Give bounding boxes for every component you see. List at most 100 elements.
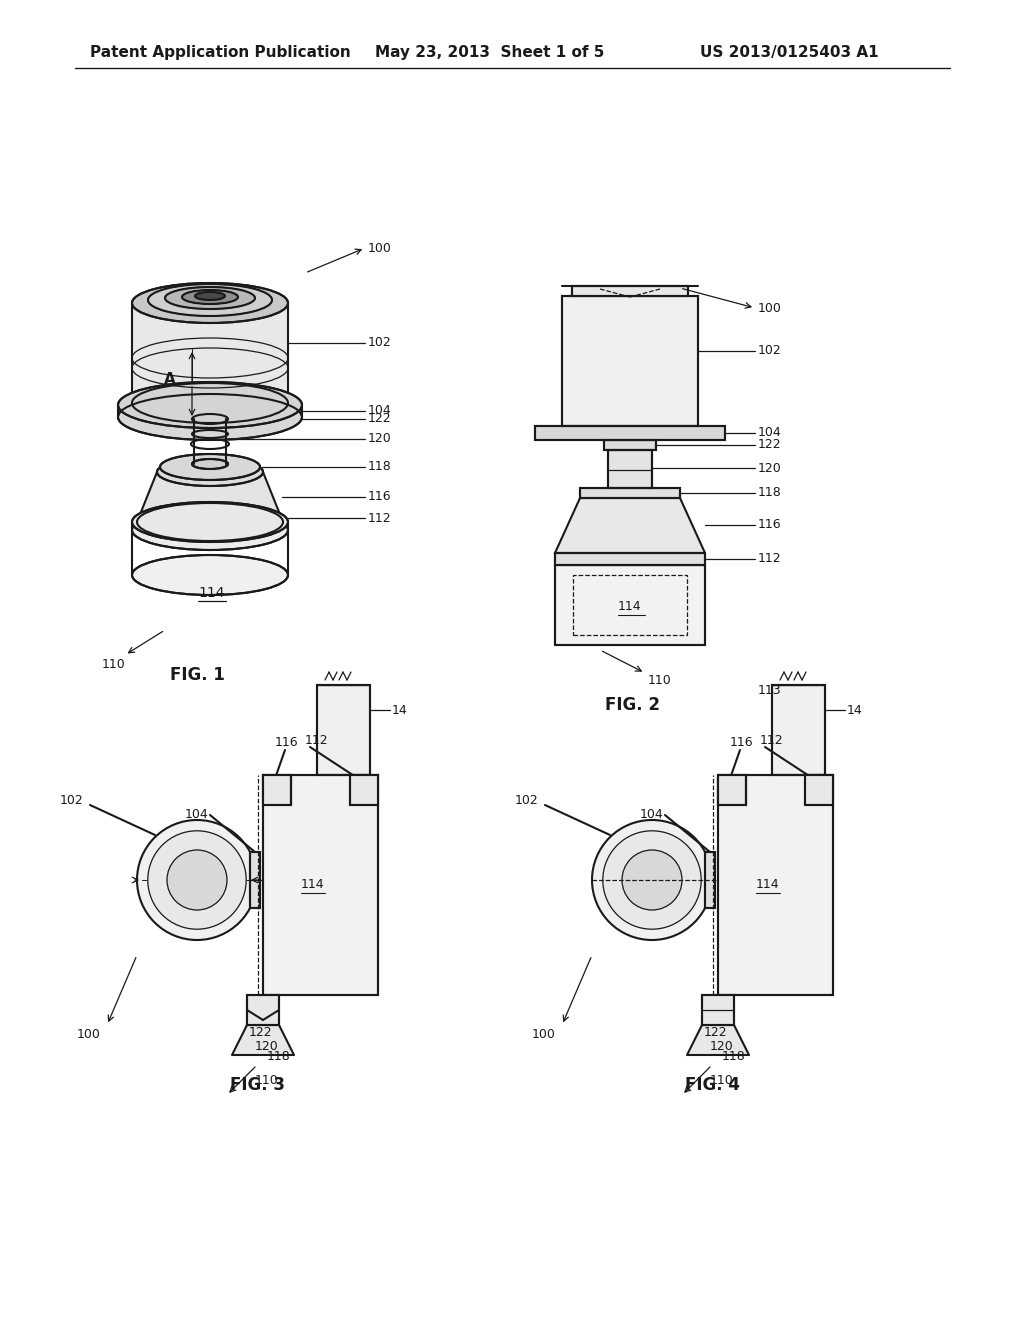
- Bar: [263, 775, 291, 805]
- Text: 112: 112: [305, 734, 329, 747]
- Bar: [608, 450, 652, 488]
- Bar: [350, 775, 378, 805]
- Bar: [263, 775, 291, 805]
- Bar: [772, 685, 825, 775]
- Ellipse shape: [132, 510, 288, 550]
- Bar: [718, 775, 746, 805]
- Bar: [535, 426, 725, 440]
- Circle shape: [137, 820, 257, 940]
- Text: 104: 104: [758, 426, 781, 440]
- Circle shape: [167, 850, 227, 909]
- Bar: [718, 775, 833, 995]
- Bar: [580, 488, 680, 498]
- Bar: [535, 426, 725, 440]
- Bar: [555, 565, 705, 645]
- Ellipse shape: [157, 458, 263, 486]
- Ellipse shape: [160, 454, 260, 480]
- Bar: [580, 488, 680, 498]
- Bar: [705, 851, 715, 908]
- Bar: [317, 685, 370, 775]
- Bar: [718, 775, 746, 805]
- Bar: [572, 286, 688, 296]
- Circle shape: [603, 830, 701, 929]
- Bar: [317, 685, 370, 775]
- Bar: [263, 775, 378, 995]
- Text: 122: 122: [758, 438, 781, 451]
- Text: 116: 116: [758, 519, 781, 532]
- Text: 120: 120: [710, 1040, 734, 1053]
- Bar: [555, 553, 705, 565]
- Text: 104: 104: [185, 808, 209, 821]
- Ellipse shape: [182, 290, 238, 304]
- Polygon shape: [555, 498, 705, 553]
- Text: 114: 114: [301, 879, 325, 891]
- Ellipse shape: [132, 554, 288, 595]
- Bar: [250, 851, 260, 908]
- Text: 116: 116: [730, 737, 754, 750]
- Text: 122: 122: [705, 1027, 728, 1040]
- Text: 102: 102: [758, 345, 781, 358]
- Text: FIG. 4: FIG. 4: [685, 1076, 740, 1094]
- Text: 113: 113: [758, 684, 781, 697]
- Text: 120: 120: [368, 433, 392, 446]
- Text: 102: 102: [515, 793, 539, 807]
- Ellipse shape: [193, 459, 228, 469]
- Text: 114: 114: [756, 879, 779, 891]
- Polygon shape: [137, 473, 283, 521]
- Bar: [572, 286, 688, 296]
- Polygon shape: [687, 1026, 749, 1055]
- Bar: [562, 296, 698, 426]
- Bar: [562, 296, 698, 426]
- Text: 116: 116: [275, 737, 299, 750]
- Text: 122: 122: [249, 1027, 272, 1040]
- Ellipse shape: [132, 282, 288, 323]
- Text: 112: 112: [758, 553, 781, 565]
- Text: 114: 114: [618, 601, 642, 614]
- Text: 110: 110: [102, 659, 126, 672]
- Text: 118: 118: [758, 487, 781, 499]
- Ellipse shape: [132, 502, 288, 543]
- Text: US 2013/0125403 A1: US 2013/0125403 A1: [700, 45, 879, 59]
- Text: 100: 100: [77, 1028, 101, 1041]
- Bar: [772, 685, 825, 775]
- Text: 120: 120: [255, 1040, 279, 1053]
- Bar: [805, 775, 833, 805]
- Ellipse shape: [165, 286, 255, 309]
- Bar: [350, 775, 378, 805]
- Bar: [604, 440, 656, 450]
- Bar: [702, 995, 734, 1026]
- Bar: [573, 576, 687, 635]
- Bar: [555, 565, 705, 645]
- Ellipse shape: [148, 284, 272, 315]
- Text: 14: 14: [392, 704, 408, 717]
- Text: 112: 112: [368, 511, 391, 524]
- Text: 112: 112: [760, 734, 783, 747]
- Text: May 23, 2013  Sheet 1 of 5: May 23, 2013 Sheet 1 of 5: [375, 45, 604, 59]
- Text: 102: 102: [60, 793, 84, 807]
- Text: A: A: [164, 371, 176, 387]
- Bar: [263, 775, 378, 995]
- Ellipse shape: [137, 503, 283, 541]
- Circle shape: [622, 850, 682, 909]
- Text: 104: 104: [640, 808, 664, 821]
- Text: 14: 14: [847, 704, 863, 717]
- Circle shape: [147, 830, 246, 929]
- Text: FIG. 3: FIG. 3: [230, 1076, 285, 1094]
- Text: FIG. 2: FIG. 2: [605, 696, 660, 714]
- Text: 100: 100: [758, 301, 782, 314]
- Ellipse shape: [118, 393, 302, 440]
- Ellipse shape: [193, 414, 228, 424]
- Bar: [705, 851, 715, 908]
- Text: 110: 110: [255, 1073, 279, 1086]
- Circle shape: [592, 820, 712, 940]
- Bar: [250, 851, 260, 908]
- Text: A: A: [201, 858, 212, 873]
- Text: 122: 122: [368, 412, 391, 425]
- Text: FIG. 1: FIG. 1: [170, 667, 225, 684]
- Text: 118: 118: [267, 1051, 291, 1064]
- Bar: [718, 775, 833, 995]
- Text: 118: 118: [722, 1051, 745, 1064]
- Text: 100: 100: [532, 1028, 556, 1041]
- Bar: [805, 775, 833, 805]
- Bar: [247, 995, 279, 1026]
